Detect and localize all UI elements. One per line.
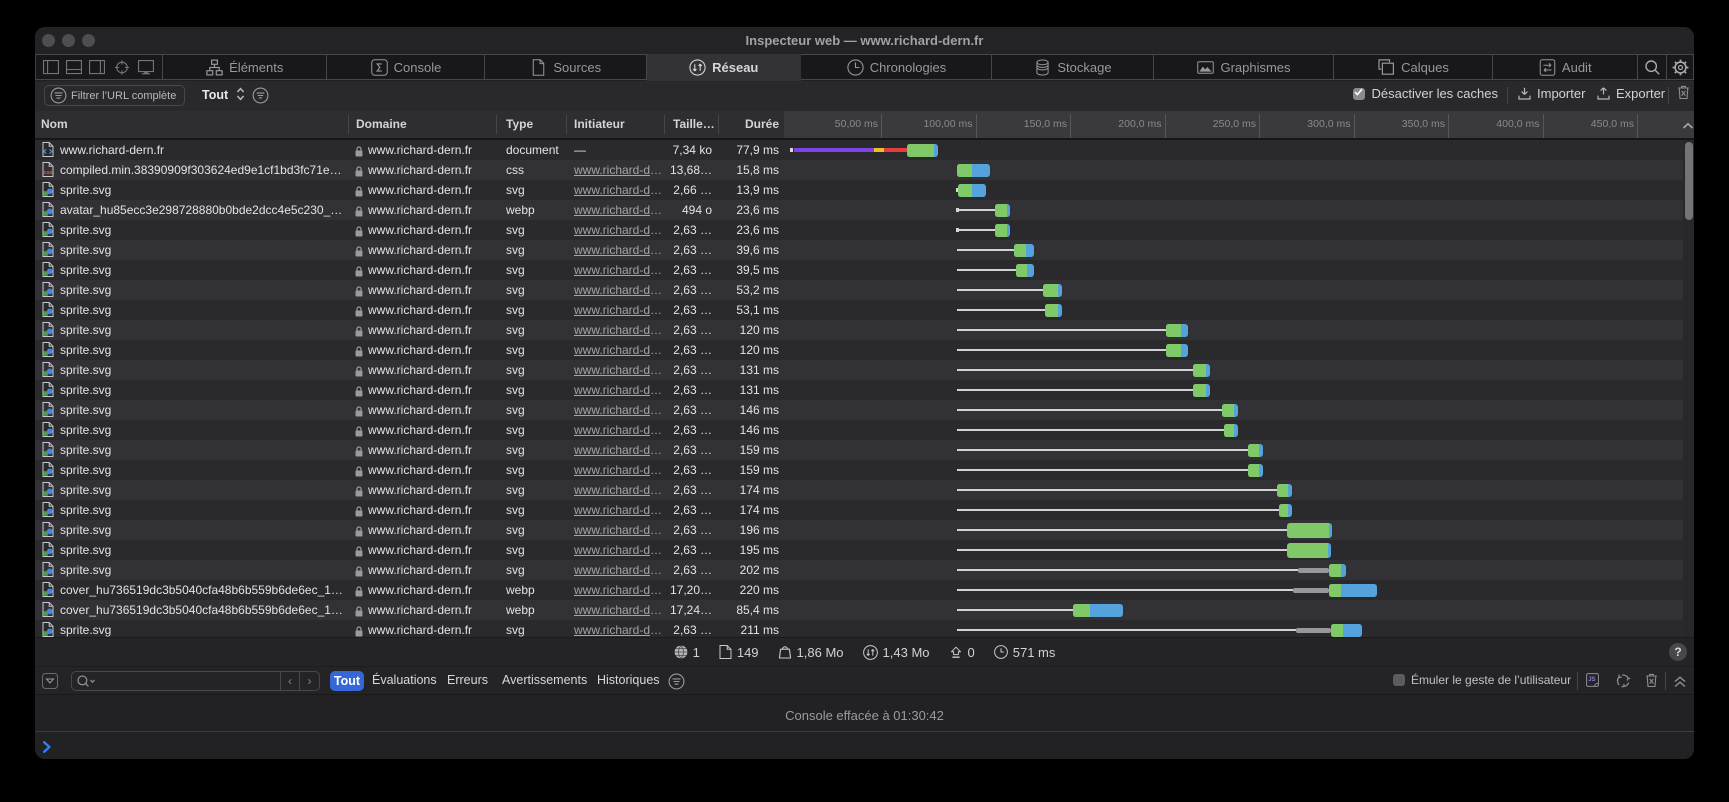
svg-text:css: css — [44, 170, 53, 176]
svg-text:JS: JS — [1588, 677, 1595, 683]
